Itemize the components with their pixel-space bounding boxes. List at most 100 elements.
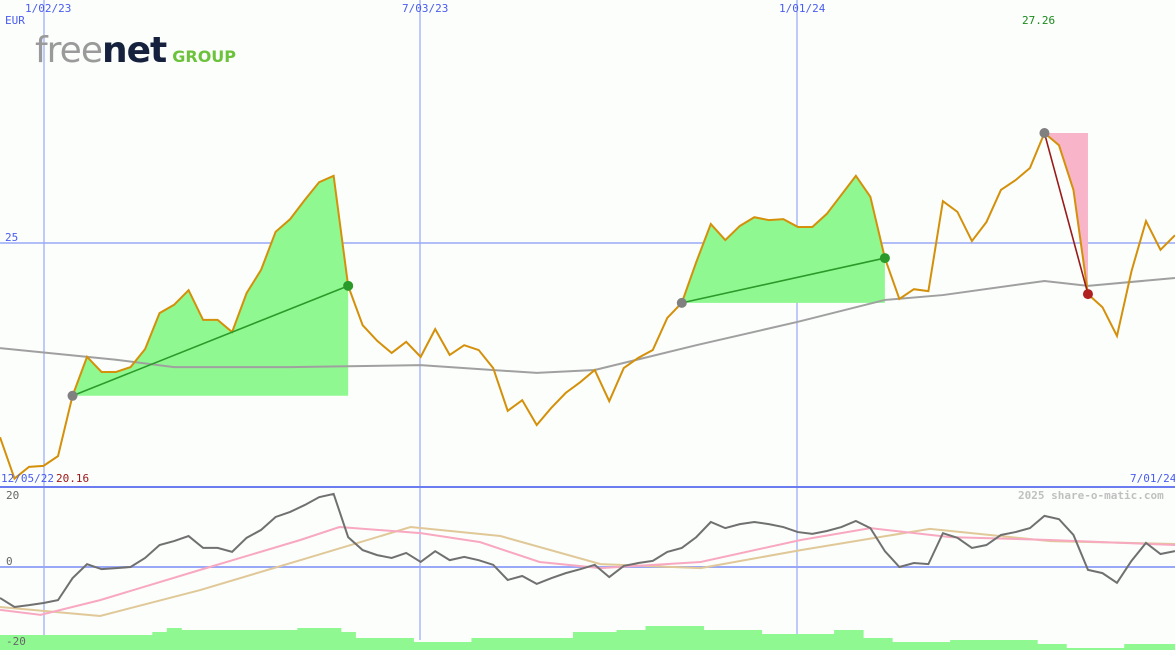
volume-bar bbox=[369, 638, 385, 650]
volume-bar bbox=[645, 626, 661, 650]
logo-text-net: net bbox=[101, 30, 167, 71]
logo-text-free: free bbox=[35, 30, 103, 71]
volume-bar bbox=[152, 632, 168, 650]
y-tick-label: 25 bbox=[5, 231, 19, 244]
volume-bar bbox=[21, 635, 37, 650]
volume-bar bbox=[863, 638, 879, 650]
volume-bar bbox=[558, 638, 574, 650]
volume-bar bbox=[529, 638, 545, 650]
gain-area bbox=[681, 175, 885, 303]
volume-bar bbox=[1124, 644, 1140, 650]
indicator-y-tick: 20 bbox=[6, 489, 20, 502]
currency-label: EUR bbox=[5, 14, 25, 27]
volume-bar bbox=[1037, 644, 1053, 650]
volume-bar bbox=[36, 635, 52, 650]
volume-bar bbox=[1066, 648, 1082, 650]
volume-bar bbox=[674, 626, 690, 650]
volume-bar bbox=[50, 635, 66, 650]
fast-average-line bbox=[0, 526, 1175, 616]
signal-end-marker bbox=[343, 280, 354, 291]
volume-bar bbox=[906, 642, 922, 650]
volume-bar bbox=[282, 630, 298, 650]
volume-bar bbox=[732, 630, 748, 650]
volume-bar bbox=[1008, 640, 1024, 650]
volume-bar bbox=[427, 642, 443, 650]
volume-bar bbox=[993, 640, 1009, 650]
volume-bar bbox=[703, 630, 719, 650]
volume-bar bbox=[1167, 644, 1175, 650]
volume-bar bbox=[398, 638, 414, 650]
volume-bar bbox=[1138, 644, 1154, 650]
volume-bar bbox=[79, 635, 95, 650]
volume-bar bbox=[514, 638, 530, 650]
volume-bar bbox=[471, 638, 487, 650]
volume-bar bbox=[297, 628, 313, 650]
signal-line bbox=[1043, 132, 1089, 295]
volume-bar bbox=[340, 632, 356, 650]
volume-bar bbox=[950, 640, 966, 650]
logo-text-group: GROUP bbox=[172, 47, 237, 66]
x-tick-label: 1/02/23 bbox=[25, 2, 72, 15]
x-tick-label: 1/01/24 bbox=[779, 2, 826, 15]
indicator-y-tick: -20 bbox=[6, 635, 26, 648]
volume-bar bbox=[935, 642, 951, 650]
end-date-label: 7/01/24 bbox=[1130, 472, 1175, 485]
volume-bar bbox=[877, 638, 893, 650]
volume-bar bbox=[1095, 648, 1111, 650]
volume-bar bbox=[761, 634, 777, 650]
volume-bar bbox=[1109, 648, 1125, 650]
volume-bar bbox=[964, 640, 980, 650]
volume-bar bbox=[1022, 640, 1038, 650]
slow-average-line bbox=[0, 526, 1175, 617]
volume-bar bbox=[790, 634, 806, 650]
volume-bar bbox=[413, 642, 429, 650]
volume-bar bbox=[819, 634, 835, 650]
volume-bar bbox=[0, 635, 8, 650]
volume-bar bbox=[602, 632, 618, 650]
volume-bar bbox=[979, 640, 995, 650]
volume-bar bbox=[384, 638, 400, 650]
volume-bar bbox=[616, 630, 632, 650]
moving-average-line bbox=[0, 277, 1175, 374]
start-date-label: 12/05/22 bbox=[1, 472, 54, 485]
volume-bar bbox=[805, 634, 821, 650]
volume-bar bbox=[7, 635, 23, 650]
volume-bar bbox=[195, 630, 211, 650]
volume-bar bbox=[181, 630, 197, 650]
volume-bar bbox=[572, 632, 588, 650]
x-tick-label: 7/03/23 bbox=[402, 2, 449, 15]
volume-bar bbox=[65, 635, 81, 650]
volume-bar bbox=[268, 630, 284, 650]
volume-bar bbox=[456, 642, 472, 650]
volume-bar bbox=[660, 626, 676, 650]
signal-end-marker bbox=[879, 253, 890, 264]
volume-bar bbox=[1080, 648, 1096, 650]
min-price-label: 20.16 bbox=[56, 472, 90, 485]
volume-bar bbox=[834, 630, 850, 650]
momentum-line bbox=[0, 492, 1175, 608]
signal-start-marker bbox=[676, 297, 687, 308]
volume-bar bbox=[848, 630, 864, 650]
volume-bar bbox=[1051, 644, 1067, 650]
volume-bar bbox=[108, 635, 124, 650]
volume-bar bbox=[94, 635, 110, 650]
volume-bar bbox=[311, 628, 327, 650]
volume-bar bbox=[776, 634, 792, 650]
volume-bar bbox=[326, 628, 342, 650]
volume-bar bbox=[500, 638, 516, 650]
volume-bar bbox=[239, 630, 255, 650]
freenet-logo: freenet GROUP bbox=[35, 30, 236, 71]
volume-bar bbox=[1153, 644, 1169, 650]
signal-start-marker bbox=[67, 390, 78, 401]
volume-bar bbox=[631, 630, 647, 650]
volume-bar bbox=[224, 630, 240, 650]
volume-bar bbox=[747, 630, 763, 650]
signal-line bbox=[681, 257, 886, 304]
volume-bar bbox=[442, 642, 458, 650]
volume-bar bbox=[718, 630, 734, 650]
price-line bbox=[0, 131, 1175, 481]
volume-bar bbox=[892, 642, 908, 650]
indicator-y-tick: 0 bbox=[6, 555, 13, 568]
